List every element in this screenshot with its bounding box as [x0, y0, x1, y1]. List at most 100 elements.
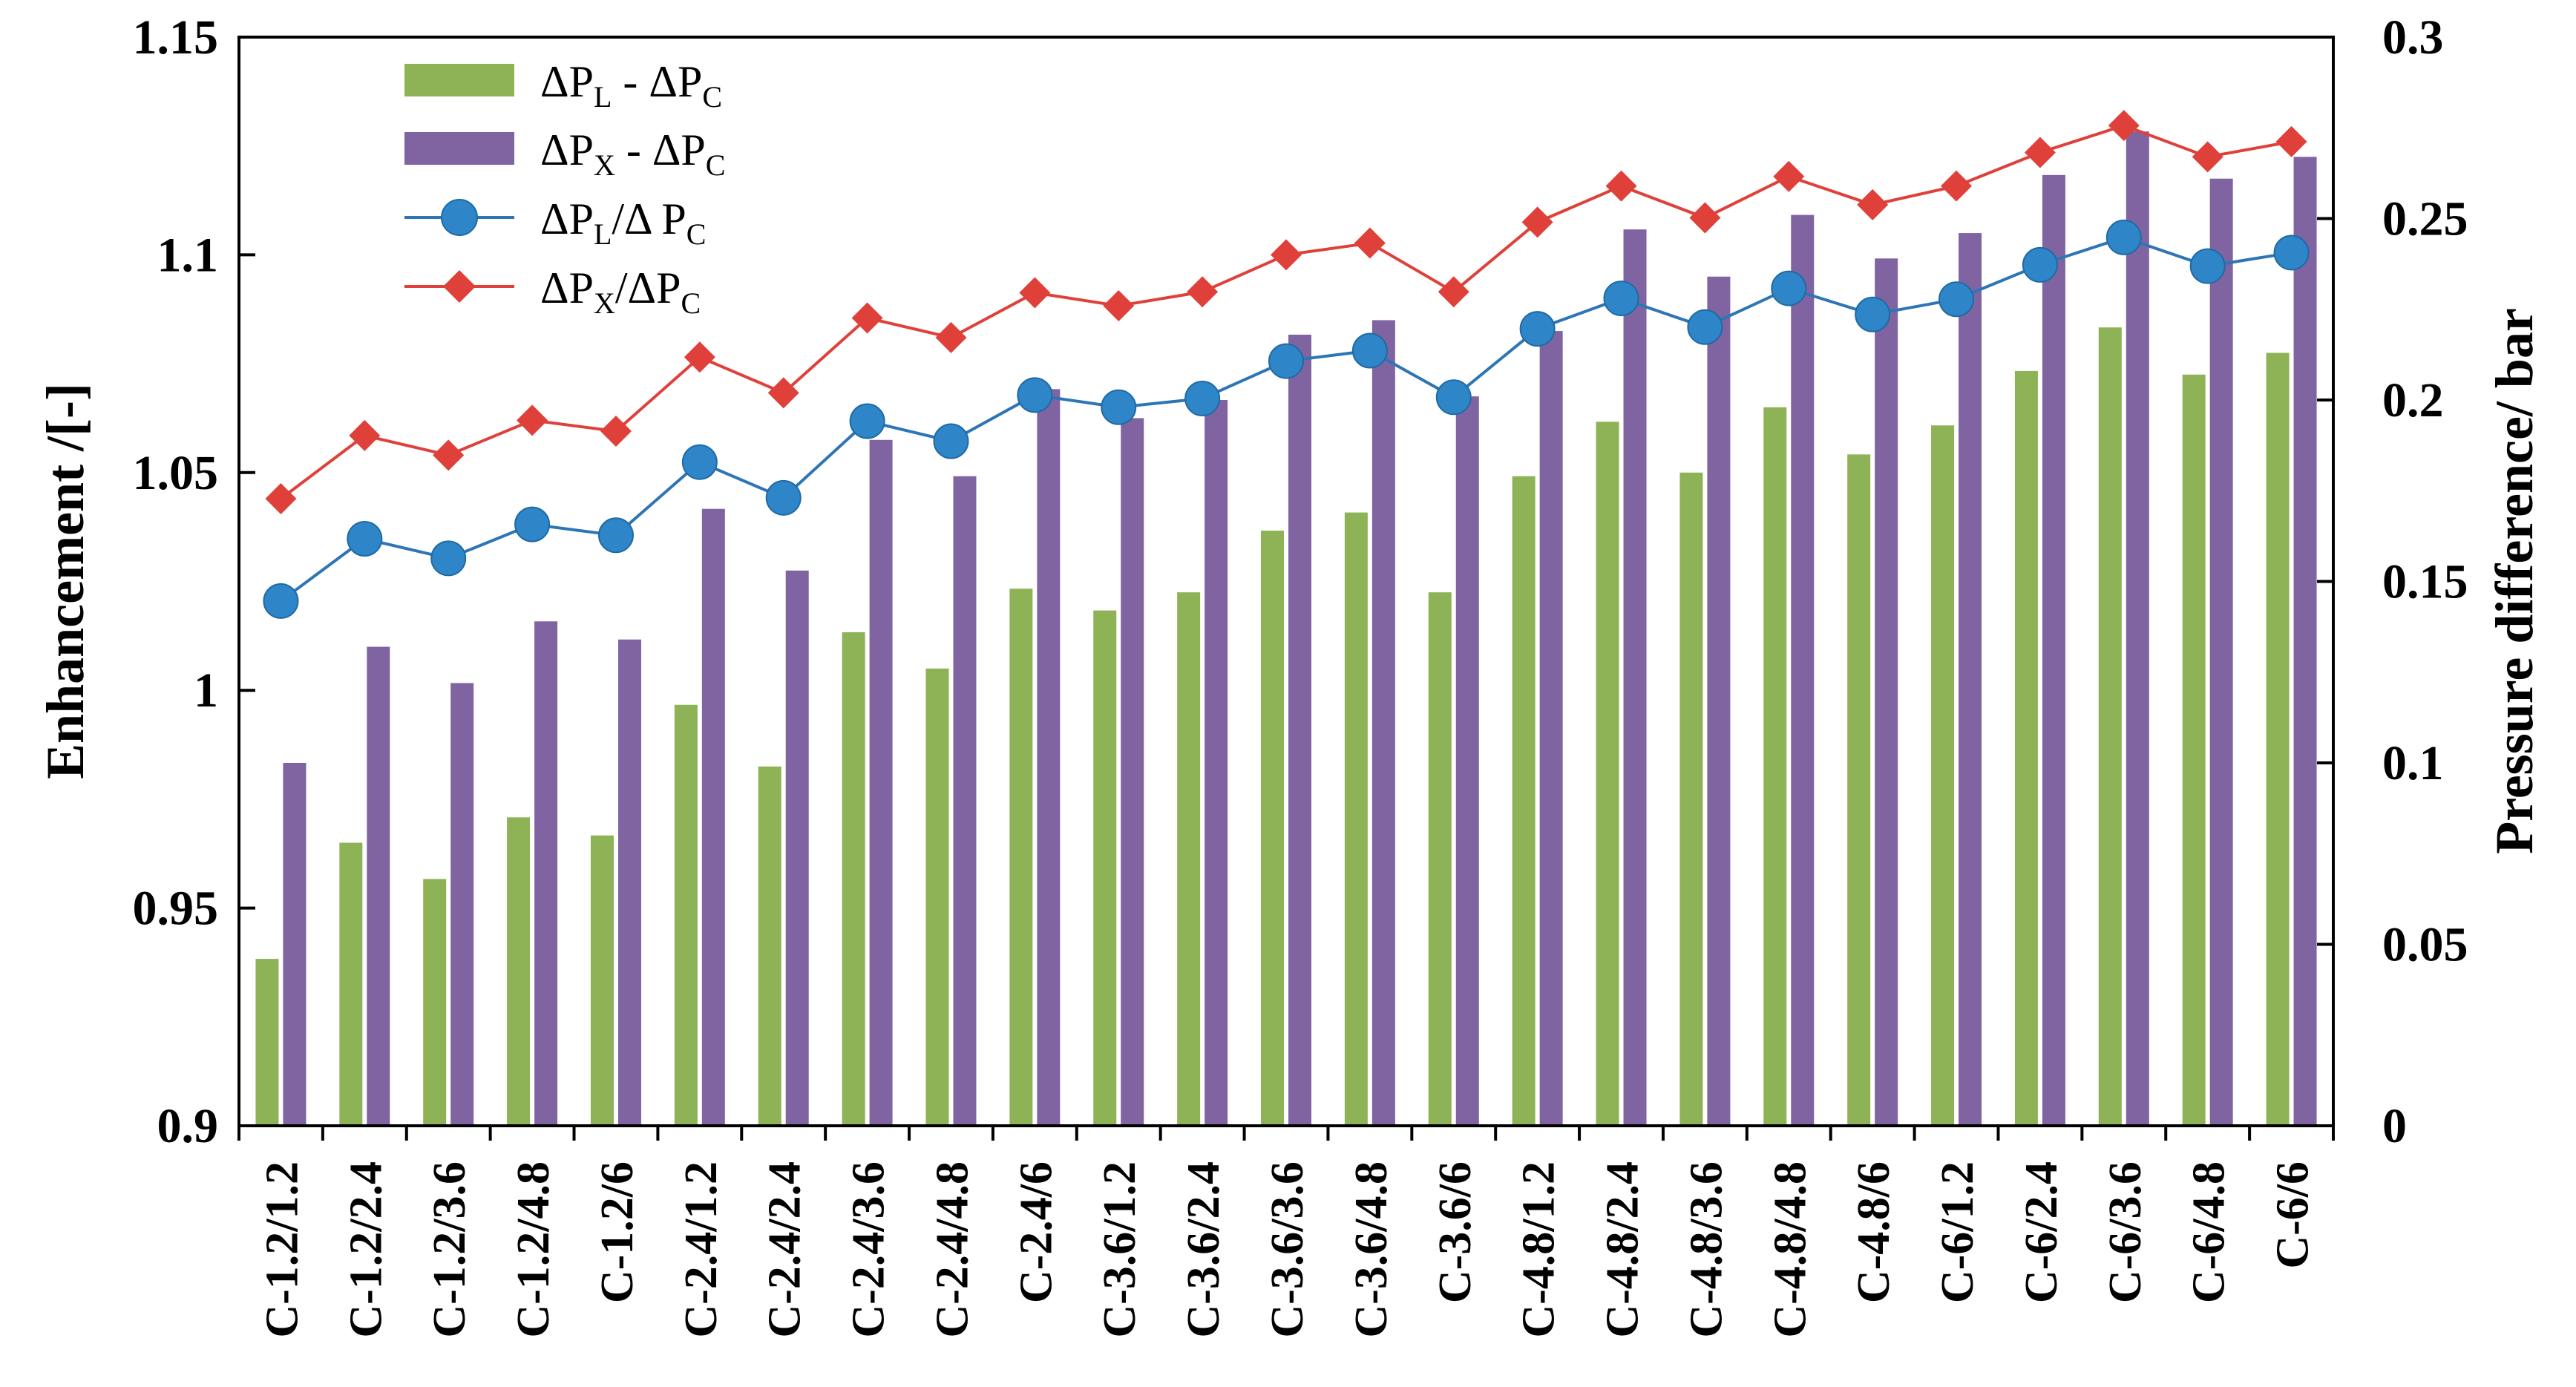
- point-dpl-ratio: [849, 403, 885, 439]
- right-tick-label: 0.3: [2382, 10, 2444, 65]
- left-axis-ticks: 0.9 0.95 1 1.05 1.1 1.15: [133, 10, 255, 1153]
- category-label: C-3.6/4.8: [1346, 1161, 1397, 1338]
- category-label: C-4.8/3.6: [1681, 1161, 1731, 1338]
- point-dpl-ratio: [1687, 309, 1723, 345]
- bar-dpx-dpc: [1121, 418, 1144, 1126]
- bar-dpl-dpc: [1679, 472, 1703, 1126]
- right-tick-label: 0.15: [2382, 555, 2468, 609]
- point-dpl-ratio: [1435, 379, 1472, 416]
- bar-layer: [255, 131, 2317, 1127]
- bar-dpx-dpc: [450, 683, 474, 1126]
- bar-dpl-dpc: [1596, 422, 1619, 1126]
- bar-dpx-dpc: [534, 621, 558, 1126]
- point-dpl-ratio: [1101, 389, 1137, 425]
- legend-swatch-dpl-dpc: [404, 64, 514, 96]
- legend-swatch-dpx-dpc: [404, 132, 514, 165]
- category-label: C-3.6/6: [1430, 1161, 1481, 1303]
- category-label: C-6/6: [2268, 1161, 2318, 1269]
- point-dpx-ratio: [767, 377, 799, 409]
- point-dpx-ratio: [1354, 227, 1386, 259]
- point-dpl-ratio: [1017, 377, 1053, 413]
- bar-dpl-dpc: [1931, 425, 1955, 1126]
- category-label: C-6/1.2: [1933, 1161, 1983, 1303]
- category-label: C-6/3.6: [2100, 1161, 2151, 1303]
- bar-dpl-dpc: [1847, 454, 1871, 1126]
- left-tick-label: 1.05: [133, 446, 219, 500]
- category-label: C-3.6/3.6: [1262, 1161, 1313, 1338]
- legend: ΔPL - ΔPC ΔPX - ΔPC ΔPL/Δ PC ΔPX/ΔPC: [404, 57, 725, 320]
- point-dpx-ratio: [1187, 276, 1219, 308]
- point-dpx-ratio: [1019, 277, 1051, 309]
- point-dpl-ratio: [514, 506, 551, 542]
- category-label: C-4.8/6: [1849, 1161, 1899, 1303]
- category-label: C-2.4/3.6: [844, 1161, 894, 1338]
- left-tick-label: 1: [194, 663, 218, 718]
- point-dpl-ratio: [1268, 343, 1304, 379]
- bar-dpl-dpc: [507, 817, 531, 1126]
- category-label: C-2.4/6: [1011, 1161, 1061, 1303]
- bar-dpl-dpc: [2266, 353, 2290, 1127]
- bar-dpx-dpc: [1707, 276, 1731, 1126]
- bar-dpx-dpc: [953, 476, 977, 1126]
- point-dpx-ratio: [349, 419, 381, 451]
- point-dpx-ratio: [935, 321, 967, 353]
- bar-dpx-dpc: [1288, 334, 1311, 1127]
- point-dpl-ratio: [2273, 235, 2310, 271]
- bar-dpl-dpc: [423, 879, 447, 1126]
- category-label: C-3.6/1.2: [1095, 1161, 1145, 1338]
- bar-dpl-dpc: [758, 766, 781, 1126]
- point-dpx-ratio: [600, 416, 632, 447]
- point-dpx-ratio: [1773, 160, 1805, 192]
- bar-dpx-dpc: [1539, 331, 1563, 1127]
- category-label: C-2.4/2.4: [760, 1161, 810, 1338]
- left-axis-title: Enhancement /[-]: [36, 383, 95, 779]
- category-label: C-2.4/1.2: [676, 1161, 727, 1338]
- category-label: C-4.8/1.2: [1514, 1161, 1564, 1338]
- category-label: C-1.2/2.4: [341, 1161, 391, 1338]
- point-dpl-ratio: [1771, 270, 1807, 306]
- legend-label-dpl-ratio: ΔPL/Δ PC: [540, 194, 706, 251]
- point-dpx-ratio: [2192, 141, 2223, 173]
- bar-dpx-dpc: [2209, 178, 2233, 1127]
- bar-dpl-dpc: [590, 835, 614, 1126]
- bar-dpl-dpc: [842, 632, 865, 1126]
- bar-dpx-dpc: [1623, 229, 1647, 1126]
- point-dpx-ratio: [2108, 110, 2140, 142]
- point-dpl-ratio: [263, 583, 299, 619]
- point-dpx-ratio: [433, 439, 465, 471]
- bar-dpx-dpc: [2126, 131, 2149, 1126]
- bar-dpl-dpc: [2014, 370, 2038, 1126]
- right-tick-label: 0.1: [2382, 736, 2444, 790]
- point-dpl-ratio: [430, 540, 467, 577]
- point-dpx-ratio: [265, 483, 297, 515]
- point-dpx-ratio: [684, 341, 715, 373]
- bar-dpx-dpc: [785, 570, 809, 1126]
- point-dpl-ratio: [347, 520, 383, 557]
- legend-marker-dpl-ratio: [441, 199, 478, 236]
- legend-label-dpx-dpc: ΔPX - ΔPC: [540, 125, 725, 182]
- legend-marker-dpx-ratio: [443, 270, 476, 303]
- bar-dpx-dpc: [1959, 233, 1982, 1126]
- point-dpl-ratio: [1855, 296, 1891, 332]
- bar-dpx-dpc: [1875, 258, 1898, 1126]
- category-label: C-3.6/2.4: [1179, 1161, 1229, 1338]
- bar-dpx-dpc: [2293, 157, 2317, 1126]
- point-dpl-ratio: [933, 423, 969, 459]
- point-dpx-ratio: [2275, 125, 2307, 157]
- point-dpx-ratio: [1689, 202, 1721, 234]
- category-label: C-6/4.8: [2184, 1161, 2235, 1303]
- point-dpx-ratio: [1103, 290, 1135, 322]
- bar-dpx-dpc: [1455, 396, 1479, 1126]
- line-layer: [263, 110, 2310, 619]
- bar-dpl-dpc: [1512, 476, 1536, 1126]
- bar-dpl-dpc: [1093, 610, 1117, 1126]
- legend-label-dpl-dpc: ΔPL - ΔPC: [540, 57, 722, 114]
- bar-dpx-dpc: [367, 646, 390, 1126]
- bar-dpx-dpc: [283, 763, 307, 1126]
- right-axis-ticks: 0 0.05 0.1 0.15 0.2 0.25 0.3: [2317, 10, 2468, 1153]
- point-dpl-ratio: [765, 479, 802, 516]
- point-dpx-ratio: [1438, 276, 1469, 308]
- right-tick-label: 0: [2382, 1099, 2407, 1153]
- bar-dpl-dpc: [674, 704, 698, 1126]
